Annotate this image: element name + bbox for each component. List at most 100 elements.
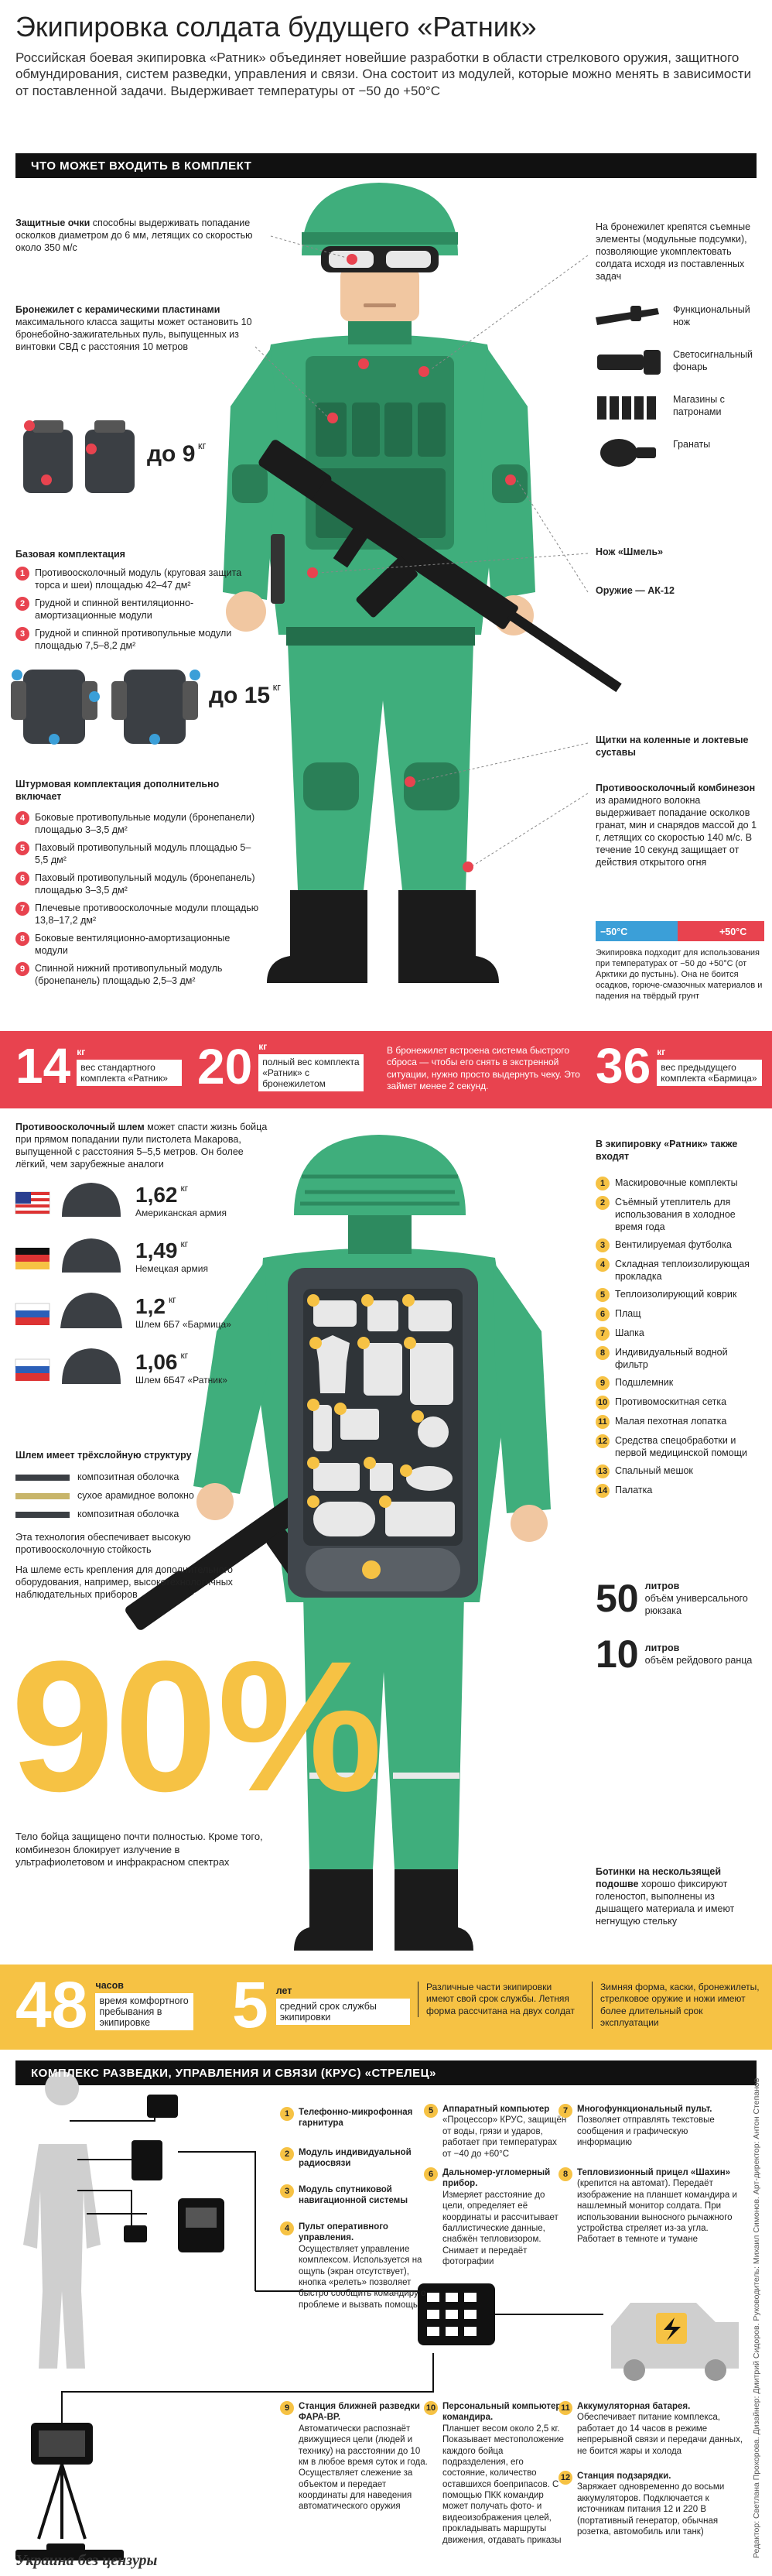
list-item: 13 Спальный мешок bbox=[596, 1464, 762, 1478]
list-item: 3 Грудной и спинной противопульные модули… bbox=[15, 627, 263, 652]
item-text: Паховый противопульный модуль площадью 5… bbox=[35, 842, 251, 865]
stat-body: кг полный вес комплекта «Ратник» с бронеж… bbox=[258, 1041, 364, 1091]
kit-list: 1 Маскировочные комплекты 2 Съёмный утеплит… bbox=[596, 1177, 762, 1503]
section-band bbox=[15, 153, 757, 178]
pouch-label: Гранаты bbox=[673, 439, 711, 450]
temp-hot: +50°С bbox=[719, 927, 747, 937]
krus-item: 6 Дальномер-угломерный прибор. Измеряет ра… bbox=[424, 2167, 568, 2267]
list-title: В экипировку «Ратник» также входят bbox=[596, 1139, 738, 1162]
krus-title: Дальномер-угломерный прибор. bbox=[442, 2168, 551, 2189]
item-number: 6 bbox=[596, 1307, 610, 1321]
durability-unit: часов bbox=[95, 1979, 124, 1991]
item-text: Грудной и спинной вентиляционно-амортиза… bbox=[35, 598, 194, 621]
structure-title: Шлем имеет трёхслойную структуру bbox=[15, 1450, 192, 1461]
item-number: 5 bbox=[596, 1288, 610, 1302]
krus-diagram bbox=[15, 2071, 739, 2561]
item-text: Спинной нижний противопульный модуль (бр… bbox=[35, 963, 223, 986]
unit: кг bbox=[272, 681, 281, 693]
list-item: 14 Палатка bbox=[596, 1484, 762, 1498]
list-item: 8 Индивидуальный водной фильтр bbox=[596, 1346, 762, 1371]
krus-body: Модуль спутниковой навигационной системы bbox=[299, 2184, 428, 2207]
volume-number: 10 bbox=[596, 1632, 639, 1676]
text: может спасти жизнь бойца при прямом попа… bbox=[15, 1122, 268, 1170]
volume-body: литров объём рейдового ранца bbox=[645, 1642, 753, 1667]
item-text: Малая пехотная лопатка bbox=[615, 1416, 727, 1427]
krus-text: Планшет весом около 2,5 кг. Показывает м… bbox=[442, 2424, 564, 2545]
volume-text: объём универсального рюкзака bbox=[644, 1593, 748, 1616]
krus-item: 5 Аппаратный компьютер «Процессор» КРУС, з… bbox=[424, 2104, 568, 2160]
list-item: 9 Подшлемник bbox=[596, 1376, 762, 1390]
krus-title: Персональный компьютер командира. bbox=[442, 2402, 562, 2423]
list-item: 2 Грудной и спинной вентиляционно-амортиз… bbox=[15, 597, 263, 622]
krus-body: Станция ближней разведки ФАРА-ВР. Автомат… bbox=[299, 2401, 428, 2513]
krus-item: 8 Тепловизионный прицел «Шахин» (крепится … bbox=[559, 2167, 745, 2245]
weight: до 9 bbox=[147, 441, 196, 467]
helmet-icons bbox=[60, 1183, 122, 1384]
krus-title: Станция подзарядки. bbox=[577, 2472, 671, 2481]
krus-item: 7 Многофункциональный пульт. Позволяет отп… bbox=[559, 2104, 745, 2149]
item-text: Маскировочные комплекты bbox=[615, 1177, 738, 1188]
krus-text: Позволяет отправлять текстовые сообщения… bbox=[577, 2115, 715, 2148]
weapon: Оружие — АК-12 bbox=[596, 585, 675, 596]
item-text: Паховый противопульный модуль (бронепане… bbox=[35, 872, 255, 896]
title: Экипировка солдата будущего «Ратник» bbox=[15, 11, 537, 43]
watermark: Украина без цензуры bbox=[15, 2552, 158, 2569]
helmet-label: Шлем 6Б7 «Бармица» bbox=[135, 1319, 231, 1330]
stat-text: вес предыдущего комплекта «Бармица» bbox=[657, 1059, 762, 1086]
krus-body: Персональный компьютер командира. Планшет… bbox=[442, 2401, 568, 2546]
durability-number: 5 bbox=[232, 1968, 268, 2041]
item-text: Палатка bbox=[615, 1485, 653, 1495]
item-text: Грудной и спинной противопульные модули … bbox=[35, 628, 232, 651]
krus-body: Станция подзарядки. Заряжает одновременно… bbox=[577, 2471, 745, 2537]
layer-label: композитная оболочка bbox=[77, 1471, 179, 1482]
flags bbox=[15, 1191, 50, 1381]
list-item: 11 Малая пехотная лопатка bbox=[596, 1415, 762, 1429]
pouch-label: Магазины с патронами bbox=[673, 394, 725, 417]
krus-item: 12 Станция подзарядки. Заряжает одновремен… bbox=[559, 2471, 745, 2537]
krus-title: Многофункциональный пульт. bbox=[577, 2105, 712, 2114]
section-heading: ЧТО МОЖЕТ ВХОДИТЬ В КОМПЛЕКТ bbox=[31, 159, 252, 173]
temp-hot-bar bbox=[678, 921, 764, 941]
lead: Бронежилет с керамическими пластинами bbox=[15, 304, 220, 315]
item-text: Теплоизолирующий коврик bbox=[615, 1289, 737, 1300]
helmet-row: 1,49 кг Немецкая армия bbox=[135, 1238, 208, 1274]
stat-text: вес стандартного комплекта «Ратник» bbox=[77, 1059, 182, 1086]
item-number: 8 bbox=[596, 1346, 610, 1360]
intro: Российская боевая экипировка «Ратник» об… bbox=[15, 50, 752, 98]
helmet-weight: 1,06 bbox=[135, 1350, 178, 1374]
durability-body: лет средний срок службы экипировки bbox=[275, 1985, 410, 2025]
stat: 20 кг полный вес комплекта «Ратник» с брон… bbox=[197, 1041, 364, 1091]
list-item: 2 Съёмный утеплитель для использования в … bbox=[596, 1196, 762, 1233]
layer-swatches bbox=[15, 1475, 70, 1518]
helmet-note: Противоосколочный шлем может спасти жизн… bbox=[15, 1121, 271, 1170]
item-number: 12 bbox=[596, 1434, 610, 1448]
krus-body: Тепловизионный прицел «Шахин» (крепится н… bbox=[577, 2167, 745, 2245]
helmet-unit: кг bbox=[180, 1350, 189, 1361]
list-item: 10 Противомоскитная сетка bbox=[596, 1396, 762, 1410]
item-text: Вентилируемая футболка bbox=[615, 1239, 732, 1250]
item-text: Плечевые противоосколочные модули площад… bbox=[35, 903, 259, 926]
list-item: 7 Плечевые противоосколочные модули площа… bbox=[15, 902, 263, 927]
list-item: 1 Маскировочные комплекты bbox=[596, 1177, 762, 1190]
stat-unit: кг bbox=[77, 1046, 86, 1057]
list-item: 12 Средства спецобработки и первой медици… bbox=[596, 1434, 762, 1459]
krus-body: Дальномер-угломерный прибор. Измеряет рас… bbox=[442, 2167, 568, 2267]
vest-weight: до 9 кг bbox=[147, 440, 206, 469]
helmet-unit: кг bbox=[180, 1238, 189, 1249]
item-number: 4 bbox=[280, 2221, 294, 2235]
durability-text: средний срок службы экипировки bbox=[275, 1998, 410, 2025]
helmet-label: Немецкая армия bbox=[135, 1263, 208, 1274]
krus-text: (крепится на автомат). Передаёт изображе… bbox=[577, 2179, 737, 2245]
section-heading: КОМПЛЕКС РАЗВЕДКИ, УПРАВЛЕНИЯ И СВЯЗИ (К… bbox=[31, 2067, 436, 2080]
item-number: 6 bbox=[424, 2167, 438, 2181]
item-number: 8 bbox=[15, 932, 29, 946]
item-number: 7 bbox=[559, 2104, 572, 2118]
stats-note: В бронежилет встроена система быстрого с… bbox=[387, 1045, 580, 1092]
item-number: 4 bbox=[596, 1258, 610, 1272]
helmet-weight: 1,49 bbox=[135, 1238, 178, 1262]
item-number: 6 bbox=[15, 872, 29, 886]
krus-title: Тепловизионный прицел «Шахин» bbox=[577, 2168, 731, 2177]
credits: Редактор: Светлана Прохорова. Дизайнер: … bbox=[752, 2078, 761, 2558]
